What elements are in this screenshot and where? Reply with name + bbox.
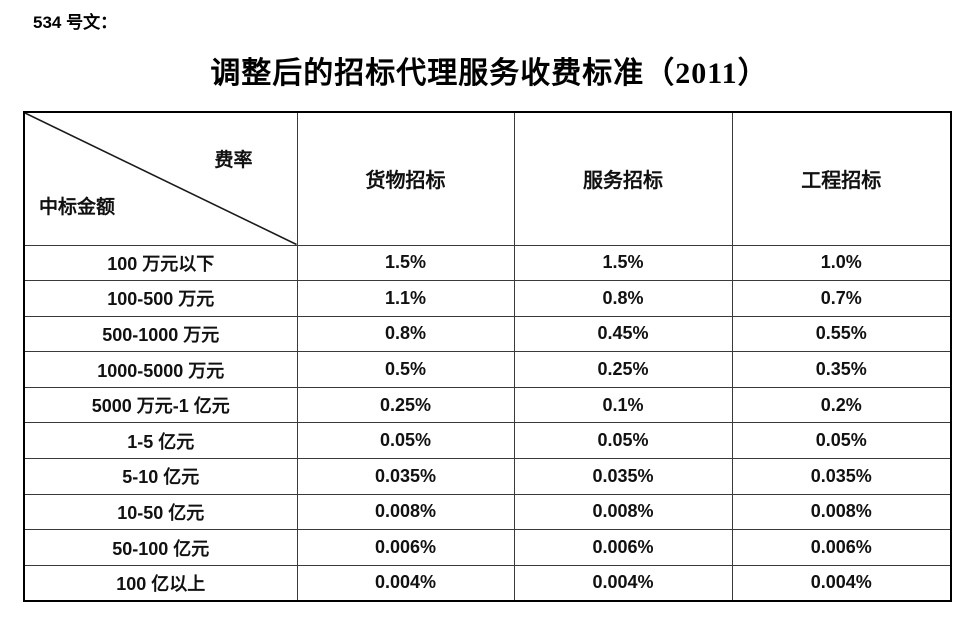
column-header: 服务招标 <box>513 111 733 246</box>
fee-cell: 0.035% <box>513 458 733 495</box>
fee-rate-table: 费率 中标金额 货物招标 服务招标 工程招标 100 万元以下 1.5% 1.5% 1.0… <box>23 111 952 602</box>
row-label: 5000 万元-1 亿元 <box>23 386 298 424</box>
fee-cell: 0.8% <box>296 315 515 353</box>
fee-cell: 1.1% <box>296 280 515 317</box>
fee-cell: 0.25% <box>513 351 733 388</box>
corner-label-rate: 费率 <box>214 150 253 171</box>
fee-cell: 1.5% <box>296 244 515 282</box>
table-row: 100 万元以下 1.5% 1.5% 1.0% <box>23 244 952 282</box>
fee-cell: 1.5% <box>513 244 733 282</box>
table-row: 100-500 万元 1.1% 0.8% 0.7% <box>23 280 952 317</box>
header-row: 费率 中标金额 货物招标 服务招标 工程招标 <box>23 111 952 246</box>
row-label: 100-500 万元 <box>23 280 298 317</box>
fee-cell: 0.2% <box>731 386 952 424</box>
fee-cell: 0.7% <box>731 280 952 317</box>
fee-cell: 0.035% <box>731 458 952 495</box>
fee-cell: 0.006% <box>513 529 733 566</box>
fee-cell: 0.008% <box>513 493 733 531</box>
fee-cell: 0.035% <box>296 458 515 495</box>
fee-cell: 0.008% <box>731 493 952 531</box>
row-label: 500-1000 万元 <box>23 315 298 353</box>
row-label: 10-50 亿元 <box>23 493 298 531</box>
column-header: 货物招标 <box>296 111 515 246</box>
table-row: 50-100 亿元 0.006% 0.006% 0.006% <box>23 529 952 566</box>
fee-cell: 0.8% <box>513 280 733 317</box>
fee-cell: 0.25% <box>296 386 515 424</box>
table-row: 10-50 亿元 0.008% 0.008% 0.008% <box>23 493 952 531</box>
column-header: 工程招标 <box>731 111 952 246</box>
fee-cell: 0.004% <box>296 564 515 602</box>
corner-label-amount: 中标金额 <box>39 196 116 218</box>
table-row: 5000 万元-1 亿元 0.25% 0.1% 0.2% <box>23 386 952 424</box>
corner-cell: 费率 中标金额 <box>23 111 298 246</box>
row-label: 100 亿以上 <box>23 564 298 602</box>
row-label: 50-100 亿元 <box>23 529 298 566</box>
table-row: 500-1000 万元 0.8% 0.45% 0.55% <box>23 315 952 353</box>
table-row: 1000-5000 万元 0.5% 0.25% 0.35% <box>23 351 952 388</box>
row-label: 1-5 亿元 <box>23 422 298 460</box>
fee-cell: 0.05% <box>731 422 952 460</box>
doc-number-label: 534 号文： <box>33 13 118 32</box>
table-row: 1-5 亿元 0.05% 0.05% 0.05% <box>23 422 952 460</box>
fee-cell: 0.05% <box>513 422 733 460</box>
diagonal-divider-line <box>25 113 297 245</box>
fee-cell: 0.008% <box>296 493 515 531</box>
table-row: 100 亿以上 0.004% 0.004% 0.004% <box>23 564 952 602</box>
table-row: 5-10 亿元 0.035% 0.035% 0.035% <box>23 458 952 495</box>
row-label: 1000-5000 万元 <box>23 351 298 388</box>
fee-cell: 0.35% <box>731 351 952 388</box>
fee-cell: 0.55% <box>731 315 952 353</box>
fee-cell: 0.006% <box>296 529 515 566</box>
fee-cell: 0.05% <box>296 422 515 460</box>
fee-cell: 0.004% <box>513 564 733 602</box>
fee-cell: 0.006% <box>731 529 952 566</box>
fee-cell: 0.45% <box>513 315 733 353</box>
fee-cell: 0.5% <box>296 351 515 388</box>
fee-cell: 0.1% <box>513 386 733 424</box>
fee-cell: 0.004% <box>731 564 952 602</box>
fee-cell: 1.0% <box>731 244 952 282</box>
page-title: 调整后的招标代理服务收费标准（2011） <box>210 57 769 90</box>
row-label: 5-10 亿元 <box>23 458 298 495</box>
row-label: 100 万元以下 <box>23 244 298 282</box>
